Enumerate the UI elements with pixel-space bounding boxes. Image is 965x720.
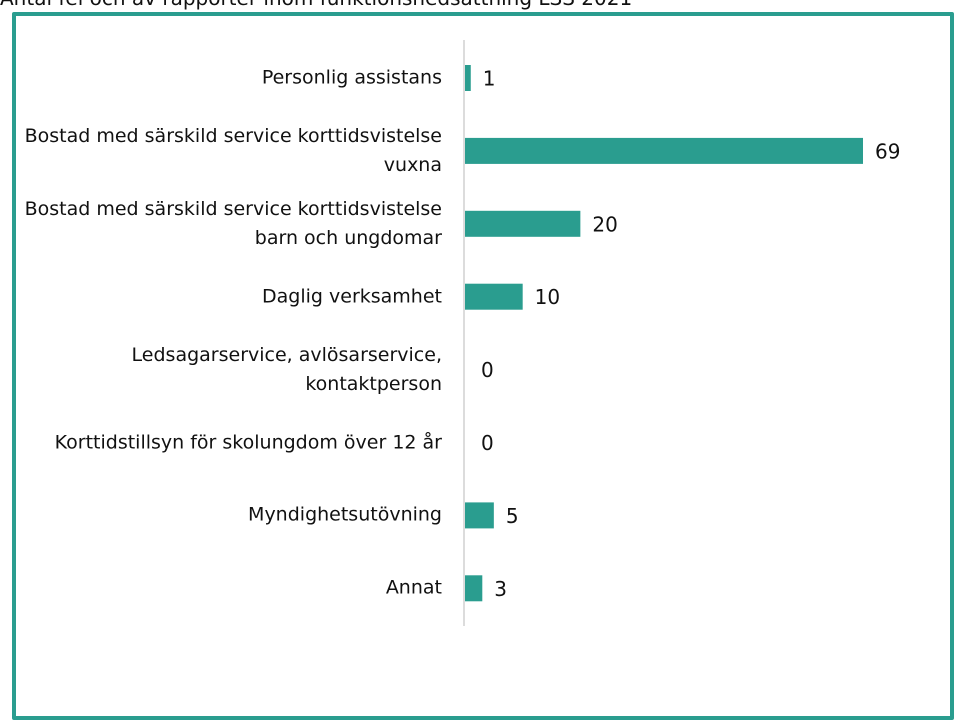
value-label: 5 — [506, 504, 519, 528]
value-label: 20 — [592, 212, 617, 236]
value-label: 0 — [481, 358, 494, 382]
chart-title: Antal fel och av rapporter inom funktion… — [0, 0, 632, 10]
bar — [465, 283, 523, 310]
value-label: 3 — [494, 577, 507, 601]
category-label: Daglig verksamhet — [262, 285, 442, 308]
category-label: Personlig assistans — [261, 66, 442, 89]
category-label: Bostad med särskild service korttidsvist… — [24, 197, 442, 249]
category-label: Myndighetsutövning — [248, 503, 442, 526]
value-label: 10 — [535, 285, 560, 309]
value-label: 69 — [875, 139, 900, 163]
category-label: Annat — [385, 576, 442, 599]
category-label: Korttidstillsyn för skolungdom över 12 å… — [54, 431, 442, 453]
chart: 1 69 20 10 0 0 5 3 — [463, 40, 900, 626]
bar — [465, 65, 471, 91]
category-label: Bostad med särskild service korttidsvist… — [24, 124, 442, 176]
bar — [465, 575, 483, 602]
category-label: Ledsagarservice, avlösarservice, kontakt… — [131, 343, 442, 395]
bar — [465, 137, 863, 164]
value-label: 1 — [483, 67, 496, 91]
bar — [465, 210, 581, 237]
bar — [465, 502, 494, 529]
value-label: 0 — [481, 431, 494, 455]
